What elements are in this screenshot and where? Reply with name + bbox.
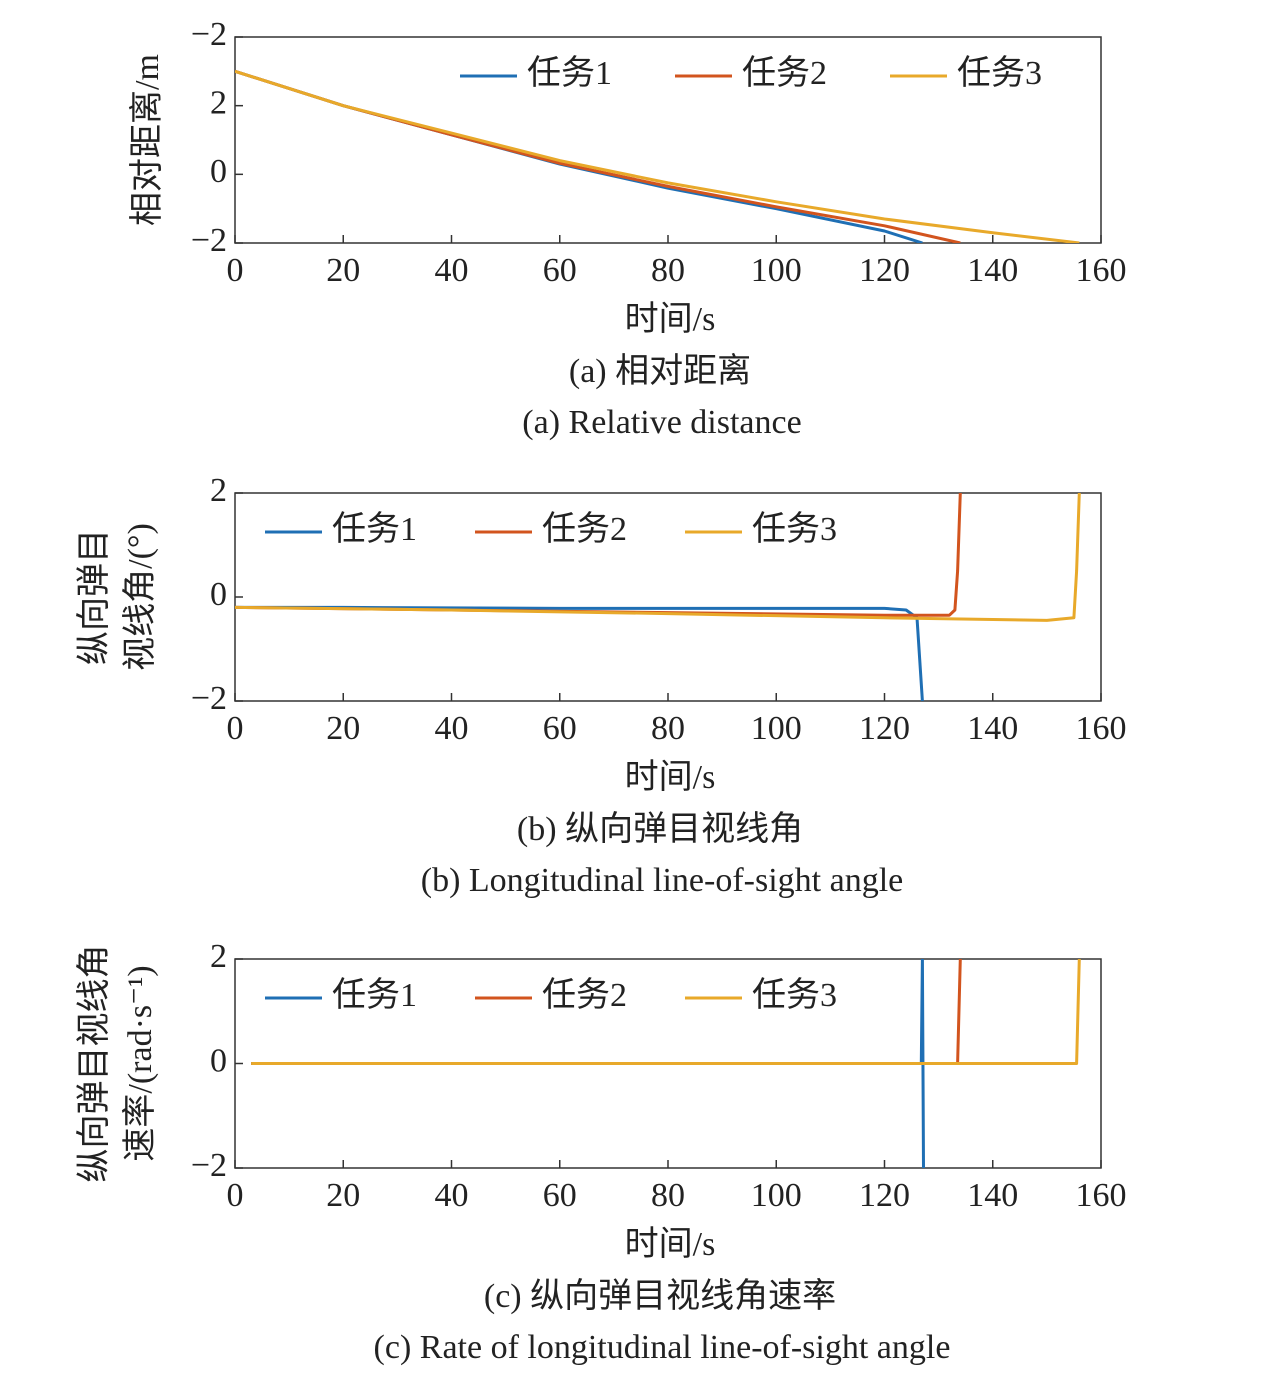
x-tick-label: 20 bbox=[326, 1177, 360, 1214]
series-line bbox=[251, 959, 1081, 1065]
legend-label: 任务1 bbox=[527, 54, 612, 92]
y-tick-label: 2 bbox=[210, 84, 227, 121]
x-tick-label: 140 bbox=[967, 1177, 1018, 1214]
y-axis-label: 相对距离/m bbox=[128, 54, 166, 226]
x-tick-label: 60 bbox=[543, 252, 577, 289]
x-tick-label: 0 bbox=[227, 252, 244, 289]
x-tick-label: 40 bbox=[435, 1177, 469, 1214]
x-tick-label: 100 bbox=[751, 1177, 802, 1214]
x-tick-label: 120 bbox=[859, 710, 910, 747]
caption-en: (c) Rate of longitudinal line-of-sight a… bbox=[374, 1329, 951, 1366]
series-line bbox=[235, 69, 1080, 243]
x-tick-label: 160 bbox=[1076, 252, 1127, 289]
legend-label: 任务2 bbox=[742, 54, 827, 92]
y-axis-label: 速率/(rad·s⁻¹) bbox=[121, 965, 159, 1161]
y-tick-label: −2 bbox=[191, 16, 227, 53]
x-axis-label: 时间/s bbox=[625, 759, 716, 796]
x-tick-label: 80 bbox=[651, 252, 685, 289]
y-tick-label: 2 bbox=[210, 938, 227, 975]
series-line bbox=[235, 605, 924, 701]
caption: (b) 纵向弹目视线角 bbox=[517, 810, 803, 848]
y-tick-label: 0 bbox=[210, 576, 227, 613]
y-axis-label: 纵向弹目 bbox=[75, 529, 113, 665]
x-tick-label: 60 bbox=[543, 710, 577, 747]
caption-en: (b) Longitudinal line-of-sight angle bbox=[421, 862, 904, 899]
x-tick-label: 80 bbox=[651, 710, 685, 747]
legend-label: 任务3 bbox=[957, 54, 1042, 92]
x-tick-label: 0 bbox=[227, 1177, 244, 1214]
caption-en: (a) Relative distance bbox=[522, 404, 801, 441]
series-group bbox=[235, 69, 1080, 243]
y-tick-label: −2 bbox=[191, 680, 227, 717]
y-tick-label: −2 bbox=[191, 1147, 227, 1184]
x-axis-label: 时间/s bbox=[625, 301, 716, 338]
y-tick-label: 0 bbox=[210, 153, 227, 190]
x-tick-label: 140 bbox=[967, 710, 1018, 747]
x-tick-label: 100 bbox=[751, 710, 802, 747]
x-tick-label: 120 bbox=[859, 252, 910, 289]
series-group bbox=[251, 959, 1081, 1168]
legend-label: 任务3 bbox=[752, 510, 837, 548]
x-tick-label: 160 bbox=[1076, 710, 1127, 747]
x-tick-label: 20 bbox=[326, 252, 360, 289]
y-axis-label: 纵向弹目视线角 bbox=[75, 945, 113, 1183]
caption: (c) 纵向弹目视线角速率 bbox=[484, 1277, 836, 1315]
legend-label: 任务2 bbox=[542, 976, 627, 1014]
x-tick-label: 100 bbox=[751, 252, 802, 289]
x-tick-label: 40 bbox=[435, 252, 469, 289]
y-axis-label: 视线角/(°) bbox=[121, 523, 159, 671]
series-line bbox=[235, 69, 923, 243]
x-tick-label: 120 bbox=[859, 1177, 910, 1214]
x-axis-label: 时间/s bbox=[625, 1226, 716, 1263]
x-tick-label: 40 bbox=[435, 710, 469, 747]
caption: (a) 相对距离 bbox=[569, 352, 751, 390]
x-tick-label: 0 bbox=[227, 710, 244, 747]
series-line bbox=[235, 69, 961, 243]
y-tick-label: 2 bbox=[210, 472, 227, 509]
legend-label: 任务1 bbox=[332, 976, 417, 1014]
legend-label: 任务2 bbox=[542, 510, 627, 548]
x-tick-label: 140 bbox=[967, 252, 1018, 289]
series-line bbox=[235, 493, 1081, 622]
series-group bbox=[235, 493, 1081, 701]
x-tick-label: 80 bbox=[651, 1177, 685, 1214]
x-tick-label: 20 bbox=[326, 710, 360, 747]
y-tick-label: −2 bbox=[191, 222, 227, 259]
x-tick-label: 60 bbox=[543, 1177, 577, 1214]
y-tick-label: 0 bbox=[210, 1042, 227, 1079]
x-tick-label: 160 bbox=[1076, 1177, 1127, 1214]
legend-label: 任务1 bbox=[332, 510, 417, 548]
legend-label: 任务3 bbox=[752, 976, 837, 1014]
